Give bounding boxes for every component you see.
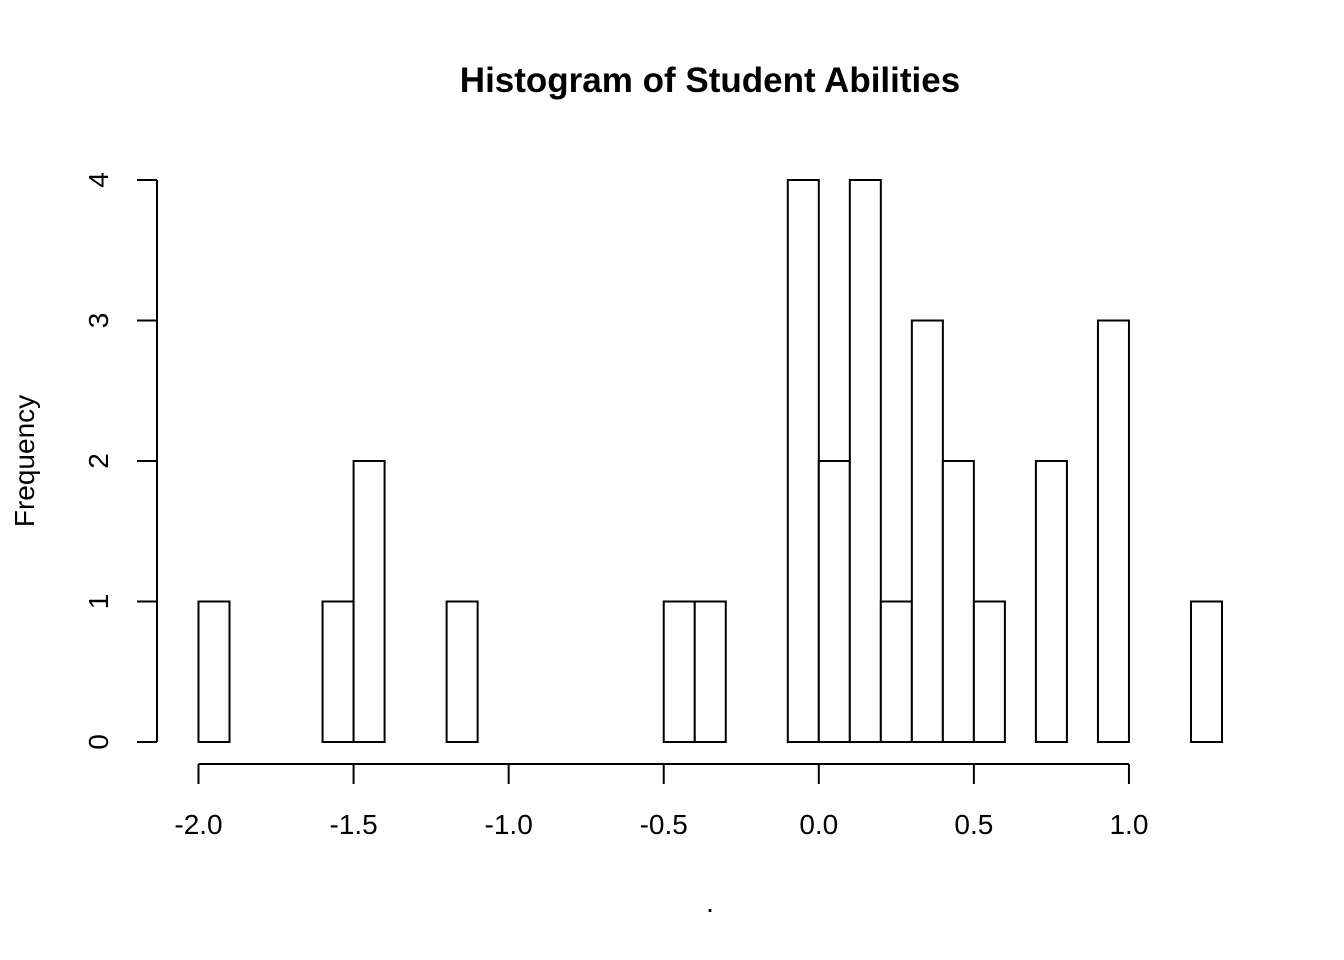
histogram-bar xyxy=(321,600,355,743)
histogram-bar xyxy=(848,179,882,743)
histogram-bar xyxy=(972,600,1006,743)
chart-title: Histogram of Student Abilities xyxy=(460,61,960,100)
y-tick-label: 3 xyxy=(83,313,114,329)
x-tick-label: -1.0 xyxy=(485,809,533,840)
y-axis: 0 1 2 3 4 xyxy=(83,172,158,750)
histogram-bar xyxy=(1096,319,1130,743)
x-tick-label: 0.5 xyxy=(954,809,993,840)
x-axis: -2.0 -1.5 -1.0 -0.5 0.0 0.5 1.0 xyxy=(174,763,1148,840)
bars-group xyxy=(197,179,1224,743)
y-tick-label: 0 xyxy=(83,734,114,750)
y-axis-label: Frequency xyxy=(9,395,40,527)
histogram-bar xyxy=(817,460,851,743)
x-tick-label: -2.0 xyxy=(174,809,222,840)
histogram-bar xyxy=(879,600,913,743)
histogram-bar xyxy=(662,600,696,743)
x-tick-label: 1.0 xyxy=(1109,809,1148,840)
x-tick-label: -1.5 xyxy=(329,809,377,840)
histogram-bar xyxy=(693,600,727,743)
histogram-bar xyxy=(910,319,944,743)
x-axis-label: . xyxy=(706,887,714,918)
histogram-bar xyxy=(445,600,479,743)
x-tick-label: -0.5 xyxy=(640,809,688,840)
y-tick-label: 1 xyxy=(83,594,114,610)
histogram-bar xyxy=(1034,460,1068,743)
histogram-bar xyxy=(197,600,231,743)
histogram-bar xyxy=(352,460,386,743)
histogram-bar xyxy=(1189,600,1224,743)
y-tick-label: 4 xyxy=(83,172,114,188)
x-tick-label: 0.0 xyxy=(799,809,838,840)
histogram-bar xyxy=(786,179,820,743)
y-tick-label: 2 xyxy=(83,453,114,469)
histogram-bar xyxy=(941,460,975,743)
